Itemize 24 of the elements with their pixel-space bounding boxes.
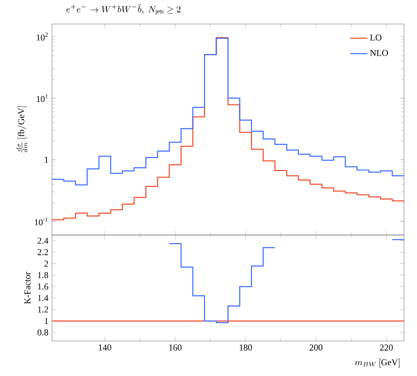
y-tick-label: 1 [44,318,48,324]
y-tick-label: 1.6 [38,284,48,290]
x-tick-label: 140 [98,344,112,351]
y-tick-label: 1.8 [38,272,48,278]
y-tick-label: 2.2 [38,249,48,256]
y-tick-label: 10$^{1}$ [36,94,48,102]
y-tick-label: 1.2 [38,306,48,313]
y-tick-label: 10$^{-1}$ [34,217,48,226]
x-tick-label: 180 [240,344,252,351]
x-tick-label: 220 [380,344,393,351]
x-axis-title: $m_{BW}\,[\mathrm{GeV}]$ [354,358,400,368]
y-tick-label: 2.4 [38,238,48,244]
x-tick-label: 200 [310,344,322,351]
y-tick-label: 1 [44,156,48,163]
x-tick-label: 160 [169,344,182,351]
legend-label: LO [370,34,382,41]
y-axis-title: $\frac{d\sigma}{dm}\,[\mathrm{fb/GeV}]$ [16,106,28,153]
y-tick-label: 0.8 [38,329,48,336]
y-tick-label: 2 [44,260,48,267]
y-axis-title: K-Factor [24,272,30,304]
y-tick-label: 10$^{2}$ [36,32,48,40]
chart-title: $e^+e^- \to W^+bW^-\bar{b},\ N_{\mathrm{jets}} \geq 2$ [66,4,180,15]
y-tick-label: 1.4 [38,295,48,302]
legend-label: NLO [370,50,388,56]
